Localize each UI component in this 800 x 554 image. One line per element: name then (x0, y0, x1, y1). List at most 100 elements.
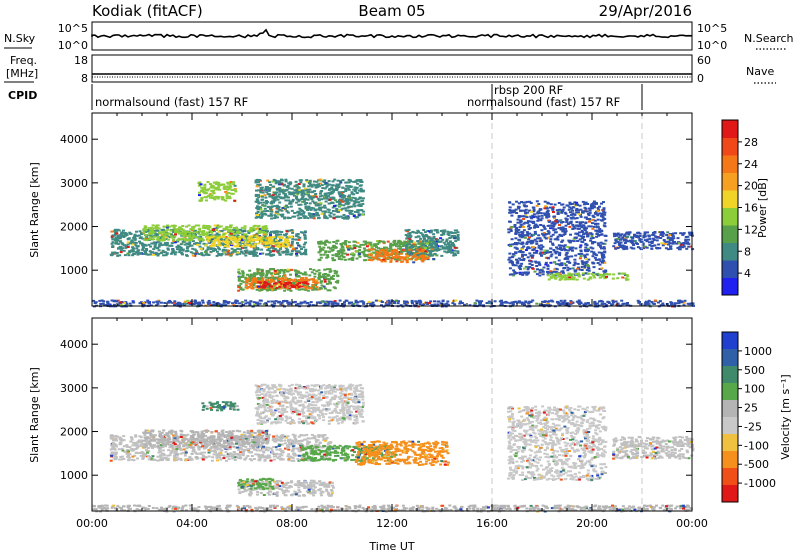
echo-cell (568, 248, 572, 251)
echo-cell (536, 212, 540, 215)
echo-cell (338, 193, 342, 195)
echo-cell (632, 244, 636, 246)
echo-cell (421, 240, 425, 243)
echo-cell (659, 304, 663, 307)
echo-cell (225, 195, 229, 197)
echo-cell (327, 300, 330, 303)
echo-cell (155, 226, 158, 229)
echo-cell (321, 206, 324, 209)
echo-cell (523, 236, 527, 239)
echo-cell (584, 222, 588, 224)
date-title: 29/Apr/2016 (599, 2, 692, 20)
echo-cell (375, 253, 379, 256)
echo-cell (514, 271, 517, 274)
echo-cell (589, 232, 592, 235)
echo-cell (248, 239, 252, 242)
echo-cell (209, 245, 213, 248)
echo-cell (556, 212, 560, 215)
echo-cell (200, 237, 204, 240)
echo-cell (260, 289, 264, 291)
echo-cell (327, 180, 331, 183)
echo-cell (518, 235, 522, 238)
echo-cell (268, 253, 272, 256)
echo-cell (566, 215, 570, 217)
echo-cell (619, 241, 623, 244)
echo-cell (510, 238, 514, 241)
echo-cell (598, 231, 602, 234)
echo-cell (118, 240, 122, 243)
echo-cell (295, 195, 299, 198)
echo-cell (681, 246, 685, 249)
echo-cell (611, 299, 615, 302)
echo-cell (573, 258, 577, 261)
echo-cell (165, 242, 169, 245)
echo-cell (255, 185, 259, 188)
echo-cell (410, 253, 414, 256)
echo-cell (670, 239, 674, 242)
echo-cell (212, 244, 216, 247)
echo-cell (216, 182, 220, 184)
echo-cell (319, 207, 323, 210)
echo-cell (268, 187, 272, 190)
echo-cell (289, 191, 293, 194)
echo-cell (686, 241, 690, 244)
echo-cell (159, 242, 163, 245)
echo-cell (297, 244, 300, 247)
echo-cell (116, 242, 120, 245)
echo-cell (361, 197, 365, 200)
echo-cell (276, 269, 280, 272)
echo-cell (581, 224, 585, 227)
echo-cell (585, 231, 589, 234)
echo-cell (181, 248, 185, 251)
echo-cell (554, 271, 558, 273)
echo-cell (343, 207, 347, 210)
echo-cell (435, 240, 438, 243)
echo-cell (349, 253, 353, 256)
echo-cell (508, 201, 511, 204)
echo-cell (225, 225, 229, 228)
echo-cell (202, 234, 206, 236)
echo-cell (455, 246, 459, 249)
echo-cell (284, 178, 288, 181)
echo-cell (584, 256, 587, 259)
echo-cell (362, 247, 366, 250)
echo-cell (284, 244, 288, 247)
echo-cell (273, 248, 277, 250)
echo-cell (583, 226, 587, 229)
echo-cell (187, 224, 191, 227)
echo-cell (616, 247, 620, 249)
echo-cell (244, 246, 248, 249)
echo-cell (123, 231, 127, 234)
echo-cell (619, 245, 623, 248)
echo-cell (201, 239, 205, 242)
echo-cell (319, 256, 323, 259)
echo-cell (207, 240, 210, 243)
echo-cell (284, 283, 288, 286)
echo-cell (592, 266, 596, 269)
echo-cell (522, 258, 526, 260)
echo-cell (260, 237, 264, 240)
echo-cell (168, 225, 171, 228)
echo-cell (585, 269, 589, 272)
echo-cell (580, 226, 584, 228)
echo-cell (162, 232, 166, 235)
echo-cell (596, 207, 600, 209)
echo-cell (304, 276, 308, 279)
echo-cell (311, 190, 315, 193)
echo-cell (418, 247, 422, 250)
echo-cell (386, 254, 390, 257)
echo-cell (232, 233, 236, 235)
nsky-label: N.Sky (4, 32, 36, 45)
echo-cell (330, 249, 334, 252)
echo-cell (529, 216, 533, 219)
echo-cell (532, 213, 536, 216)
echo-cell (341, 248, 345, 251)
echo-cell (236, 247, 240, 250)
echo-cell (588, 219, 592, 222)
echo-cell (263, 212, 267, 215)
echo-cell (222, 232, 226, 235)
echo-cell (256, 205, 259, 208)
echo-cell (303, 272, 306, 275)
echo-cell (126, 241, 130, 244)
echo-cell (602, 305, 606, 308)
